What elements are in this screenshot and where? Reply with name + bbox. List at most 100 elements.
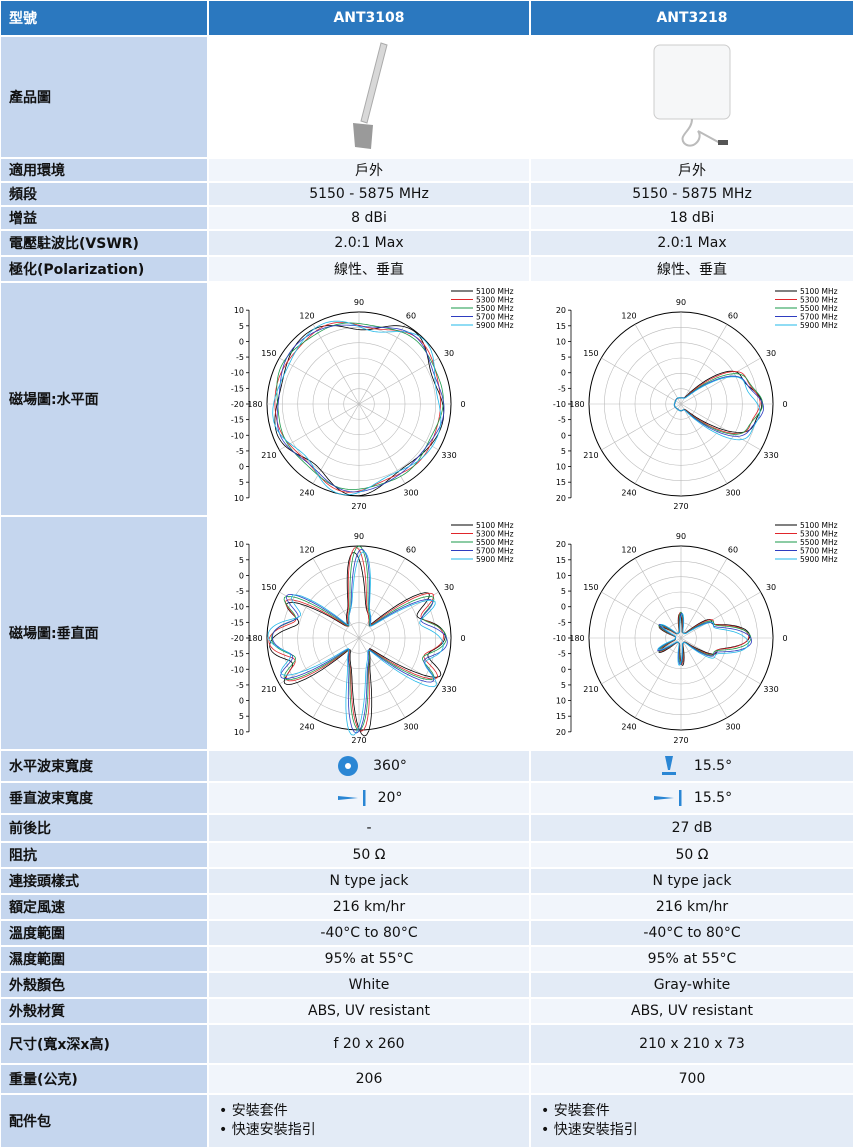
angle-label: 90: [354, 298, 364, 307]
angle-label: 150: [261, 349, 276, 358]
value-text: 50 Ω: [675, 847, 709, 863]
polar-plot-cell: 90 60 30 0 330 300 270 240 210 180 150 120 10 5 0 -5 -10…: [208, 282, 530, 516]
angle-label: 60: [406, 312, 416, 321]
list-cell: • 安裝套件 • 快速安裝指引: [208, 1094, 530, 1148]
row-label: 水平波束寬度: [0, 750, 208, 782]
radial-label: -15: [231, 618, 244, 627]
legend-label: 5300 MHz: [476, 530, 514, 539]
value-text: N type jack: [329, 873, 409, 889]
value-cell: White: [208, 972, 530, 998]
row-label: 垂直波束寬度: [0, 782, 208, 814]
angle-label: 30: [444, 349, 454, 358]
value-cell: 95% at 55°C: [208, 946, 530, 972]
value-cell: 216 km/hr: [530, 894, 854, 920]
row-label: 連接頭樣式: [0, 868, 208, 894]
value-text: 20°: [377, 790, 403, 806]
radial-label: 0: [239, 697, 244, 706]
angle-label: 210: [583, 685, 598, 694]
radial-label: 15: [556, 478, 566, 487]
radial-label: 5: [239, 556, 244, 565]
value-cell: -40°C to 80°C: [208, 920, 530, 946]
polar-spoke: [279, 591, 439, 685]
polar-plot: 90603003303002702402101801501201050-5-10…: [231, 521, 514, 745]
row-label: 適用環境: [0, 158, 208, 182]
value-text: 戶外: [355, 163, 383, 179]
radial-label: 15: [556, 712, 566, 721]
cable: [681, 118, 721, 147]
radial-label: 20: [556, 306, 566, 315]
value-cell: f 20 x 260: [208, 1024, 530, 1064]
radial-label: -5: [236, 447, 244, 456]
value-cell: 戶外: [530, 158, 854, 182]
row-label: 重量(公克): [0, 1064, 208, 1094]
radial-label: 20: [556, 494, 566, 503]
value-cell: 5150 - 5875 MHz: [530, 182, 854, 206]
radial-label: 0: [561, 431, 566, 440]
value-cell: 360°: [208, 750, 530, 782]
value-cell: -: [208, 814, 530, 842]
icon-shape: [678, 790, 682, 806]
value-cell: 2.0:1 Max: [208, 230, 530, 256]
radial-label: 10: [234, 540, 244, 549]
value-text: 216 km/hr: [655, 899, 729, 915]
radial-label: -5: [558, 650, 566, 659]
pattern-trace: [274, 322, 441, 493]
angle-label: 30: [766, 583, 776, 592]
model-header: ANT3218: [530, 0, 854, 36]
angle-label: 30: [444, 583, 454, 592]
angle-label: 180: [569, 400, 584, 409]
beam-icon: [338, 756, 359, 776]
radial-label: 5: [239, 322, 244, 331]
value-cell: 20°: [208, 782, 530, 814]
radial-label: 10: [234, 494, 244, 503]
value-text: 95% at 55°C: [647, 951, 737, 967]
legend-label: 5700 MHz: [476, 547, 514, 556]
value-cell: 95% at 55°C: [530, 946, 854, 972]
product-image-cell: [530, 36, 854, 158]
polar-plot-cell: 90 60 30 0 330 300 270 240 210 180 150 120 20 15 10 5 0-…: [530, 282, 854, 516]
radial-label: -5: [236, 353, 244, 362]
value-text: 27 dB: [671, 820, 713, 836]
row-label: 外殼材質: [0, 998, 208, 1024]
icon-shape: [653, 796, 674, 800]
radial-label: 0: [561, 603, 566, 612]
radial-label: -15: [231, 384, 244, 393]
angle-label: 330: [441, 685, 456, 694]
row-label: 頻段: [0, 182, 208, 206]
angle-label: 30: [766, 349, 776, 358]
angle-label: 240: [299, 488, 314, 497]
radial-label: -5: [558, 618, 566, 627]
polar-spoke: [279, 357, 439, 451]
angle-label: 330: [441, 451, 456, 460]
polar-plot: 906030033030027024021018015012020151050-…: [553, 287, 838, 511]
legend-label: 5300 MHz: [800, 530, 838, 539]
model-header: ANT3108: [208, 0, 530, 36]
value-cell: 27 dB: [530, 814, 854, 842]
radial-label: 10: [556, 571, 566, 580]
row-label: 增益: [0, 206, 208, 230]
row-label: 外殼顏色: [0, 972, 208, 998]
value-text: 15.5°: [693, 758, 733, 774]
row-label: 配件包: [0, 1094, 208, 1148]
product-image-cell: [208, 36, 530, 158]
value-cell: 線性、垂直: [530, 256, 854, 282]
angle-label: 330: [763, 685, 778, 694]
radial-label: 5: [239, 478, 244, 487]
angle-label: 180: [247, 400, 262, 409]
radial-label: -10: [231, 665, 244, 674]
radial-label: 5: [561, 447, 566, 456]
value-cell: N type jack: [530, 868, 854, 894]
radial-label: 0: [239, 463, 244, 472]
angle-label: 180: [569, 634, 584, 643]
value-text: 360°: [373, 758, 407, 774]
icon-shape: [362, 790, 366, 806]
polar-plot-cell: 90 60 30 0 330 300 270 240 210 180 150 120 10 5 0 -5 -10…: [208, 516, 530, 750]
product-image: [653, 44, 731, 147]
radial-label: 5: [561, 353, 566, 362]
value-text: 5150 - 5875 MHz: [632, 186, 752, 202]
radial-label: -10: [231, 431, 244, 440]
angle-label: 60: [728, 312, 738, 321]
legend-label: 5300 MHz: [476, 296, 514, 305]
product-image: [353, 42, 388, 149]
